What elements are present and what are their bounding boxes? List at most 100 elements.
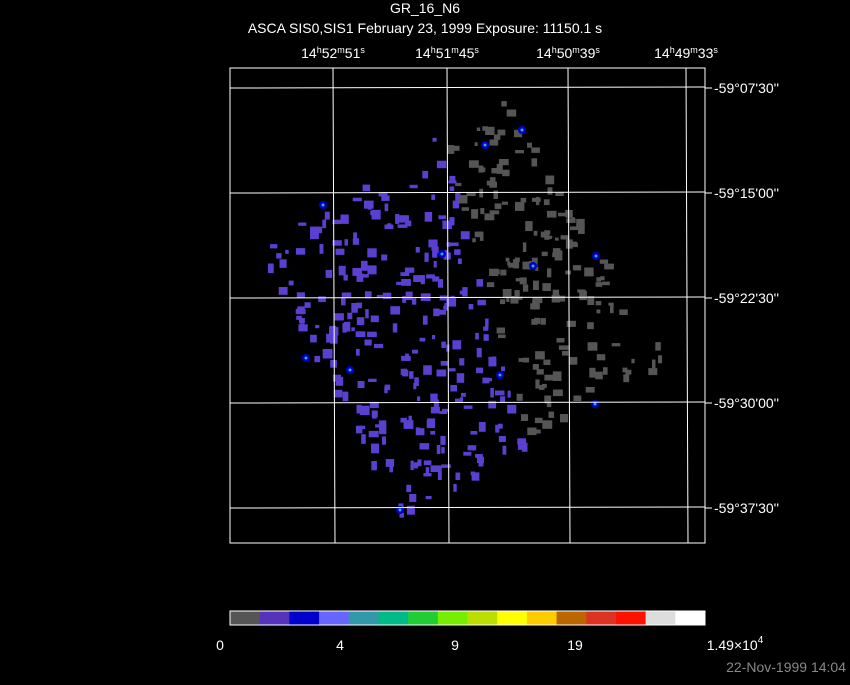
emission-blob: [560, 235, 570, 240]
emission-blob: [482, 126, 489, 131]
exponent: 4: [758, 635, 764, 646]
emission-blob: [384, 203, 389, 212]
emission-blob: [484, 213, 495, 221]
emission-blob: [570, 226, 579, 231]
emission-blob: [477, 299, 486, 306]
emission-blob: [507, 404, 517, 414]
emission-blob: [341, 297, 346, 306]
emission-blob: [441, 464, 451, 468]
emission-blob: [552, 289, 560, 299]
emission-blob: [390, 306, 401, 315]
emission-blob: [610, 305, 614, 314]
emission-blob: [587, 322, 594, 330]
emission-blob: [508, 262, 518, 268]
point-source-core: [348, 368, 352, 372]
emission-blob: [440, 361, 449, 366]
emission-blob: [357, 381, 365, 388]
emission-blob: [532, 297, 543, 304]
colorbar-label: 0: [216, 637, 224, 653]
mantissa: 1.49×10: [707, 637, 758, 653]
emission-blob: [332, 240, 342, 246]
emission-blob: [491, 168, 498, 174]
emission-blob: [533, 230, 538, 236]
emission-blob: [415, 428, 425, 436]
emission-blob: [488, 400, 496, 409]
emission-blob: [379, 426, 387, 435]
emission-blob: [556, 338, 565, 343]
title: GR_16_N6: [390, 0, 460, 16]
emission-blob: [378, 193, 388, 197]
emission-blob: [408, 415, 412, 423]
emission-blob: [412, 298, 417, 305]
emission-blob: [285, 249, 289, 254]
emission-blob: [521, 414, 529, 421]
emission-blob: [409, 184, 418, 189]
emission-blob: [533, 429, 541, 434]
emission-blob: [579, 290, 587, 301]
emission-blob: [278, 287, 288, 295]
emission-blob: [382, 292, 392, 300]
emission-blob: [482, 377, 490, 384]
emission-blob: [476, 347, 482, 358]
emission-blob: [533, 280, 539, 290]
emission-blob: [652, 359, 656, 369]
emission-blob: [437, 471, 442, 480]
emission-blob: [544, 395, 552, 402]
colorbar-swatch: [259, 611, 290, 625]
emission-blob: [325, 269, 333, 278]
emission-blob: [535, 379, 540, 389]
emission-blob: [522, 357, 530, 363]
emission-blob: [441, 341, 446, 348]
emission-blob: [493, 134, 501, 140]
emission-blob: [568, 243, 578, 248]
emission-blob: [452, 200, 460, 209]
emission-blob: [381, 254, 388, 261]
emission-blob: [489, 210, 500, 215]
colorbar-label: 19: [567, 637, 583, 653]
emission-blob: [361, 274, 369, 278]
dec-grid-line: [229, 506, 706, 509]
emission-blob: [500, 299, 506, 305]
ra-unit: h: [317, 45, 322, 55]
emission-blob: [267, 263, 274, 274]
emission-blob: [338, 265, 346, 276]
emission-blob: [310, 226, 320, 234]
emission-blob: [347, 312, 353, 320]
emission-blob: [333, 389, 343, 398]
emission-blob: [558, 295, 566, 302]
emission-blob: [324, 211, 330, 220]
emission-blob: [489, 139, 499, 146]
emission-blob: [540, 231, 548, 238]
coordinate-grid: 14h​52m​51s​ 14h​51m​45s​ 14h​50m​39s​ 14h​…: [229, 45, 779, 544]
emission-blob: [405, 291, 413, 301]
emission-blob: [399, 512, 405, 518]
emission-blob: [542, 283, 551, 291]
emission-blob: [501, 101, 507, 107]
emission-blob: [423, 365, 432, 375]
emission-blob: [485, 318, 489, 328]
emission-blob: [472, 238, 476, 243]
ra-grid-line: [567, 67, 571, 544]
emission-blob: [631, 358, 635, 364]
emission-blob: [322, 219, 327, 229]
emission-blob: [477, 456, 484, 463]
emission-blob: [486, 282, 495, 288]
emission-blob: [436, 445, 441, 454]
emission-blob: [453, 145, 460, 151]
emission-blob: [490, 388, 494, 398]
emission-blob: [356, 404, 362, 414]
emission-blob: [344, 239, 348, 246]
emission-blob: [655, 342, 661, 351]
ra-unit: m: [337, 45, 345, 55]
emission-blob: [329, 325, 337, 334]
colorbar-swatch: [348, 611, 379, 625]
emission-blob: [515, 201, 525, 211]
emission-blob: [413, 383, 417, 390]
emission-blob: [558, 345, 569, 350]
emission-blob: [459, 358, 465, 366]
emission-blob: [447, 145, 455, 154]
emission-blob: [442, 408, 450, 413]
emission-blob: [300, 323, 305, 330]
emission-blob: [518, 358, 524, 362]
